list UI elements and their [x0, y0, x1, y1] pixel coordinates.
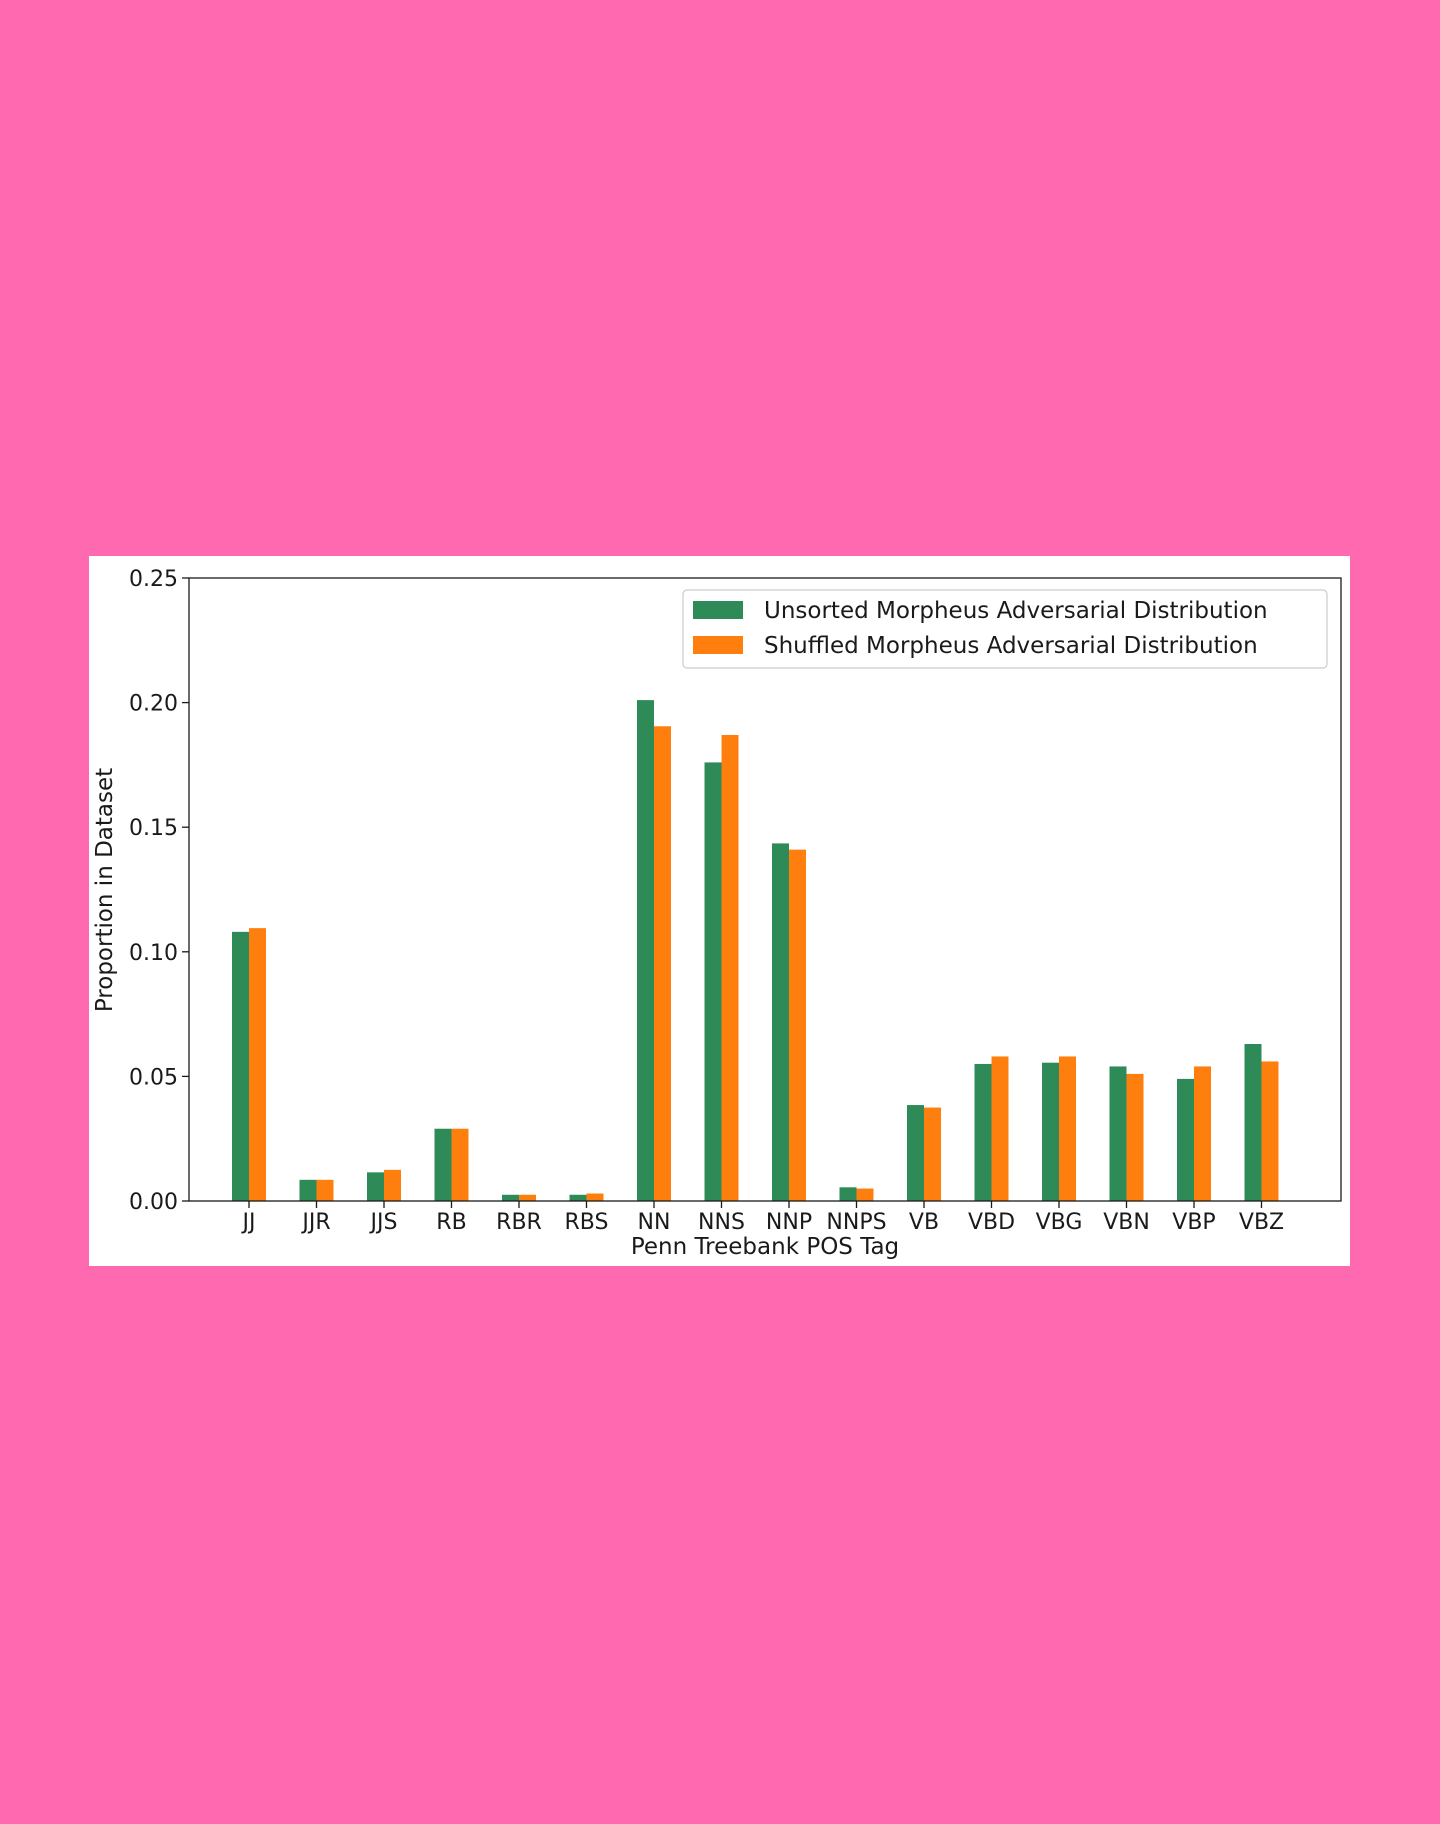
bar-shuffled-nnps	[856, 1188, 874, 1201]
bar-unsorted-vbp	[1177, 1078, 1194, 1201]
x-tick-label: JJR	[300, 1210, 330, 1235]
x-axis-label: Penn Treebank POS Tag	[631, 1234, 899, 1260]
bar-unsorted-jjs	[367, 1172, 384, 1201]
bar-shuffled-vb	[924, 1107, 941, 1201]
bar-unsorted-jjr	[299, 1179, 317, 1201]
bar-shuffled-jjr	[316, 1179, 334, 1201]
x-tick-label: VBN	[1103, 1210, 1150, 1235]
bar-shuffled-vbd	[991, 1056, 1009, 1201]
y-tick-label: 0.05	[129, 1065, 178, 1090]
bar-shuffled-nn	[654, 726, 671, 1201]
x-tick-label: RB	[436, 1210, 466, 1235]
x-tick-label: JJS	[369, 1210, 398, 1235]
bars-group	[232, 700, 1279, 1201]
bar-shuffled-vbp	[1194, 1066, 1211, 1201]
x-tick-label: RBS	[565, 1210, 609, 1235]
bar-shuffled-vbz	[1261, 1061, 1279, 1201]
plot-area-frame	[188, 577, 1342, 1202]
x-tick-label: VB	[909, 1210, 939, 1235]
bar-shuffled-nns	[721, 734, 739, 1201]
x-tick-label: VBG	[1036, 1210, 1083, 1235]
bar-shuffled-rb	[451, 1128, 469, 1201]
y-tick-label: 0.10	[129, 941, 178, 966]
bar-unsorted-rbs	[569, 1194, 587, 1201]
bar-unsorted-vbd	[974, 1063, 992, 1201]
bar-unsorted-nns	[704, 762, 722, 1201]
y-tick-label: 0.20	[129, 692, 178, 717]
legend-swatch-unsorted	[693, 601, 743, 619]
bar-unsorted-nn	[637, 700, 654, 1201]
bar-unsorted-vbg	[1042, 1062, 1059, 1201]
bar-shuffled-jjs	[384, 1169, 401, 1201]
x-tick-label: JJ	[241, 1210, 256, 1235]
x-tick-label: RBR	[496, 1210, 542, 1235]
x-tick-label: NNPS	[826, 1210, 886, 1235]
x-tick-label: VBP	[1172, 1210, 1215, 1235]
y-tick-label: 0.15	[129, 816, 178, 841]
bar-shuffled-vbn	[1126, 1073, 1144, 1201]
bar-shuffled-vbg	[1059, 1056, 1076, 1201]
x-axis-ticks: JJ JJR JJS RB RBR RBS NN NNS NNP NNPS VB VBD VBG VBN V…	[241, 1201, 1284, 1235]
legend-label-shuffled: Shuffled Morpheus Adversarial Distributi…	[764, 633, 1258, 659]
x-tick-label: NN	[638, 1210, 671, 1235]
bar-unsorted-nnps	[839, 1187, 857, 1201]
bar-unsorted-vbz	[1244, 1044, 1262, 1201]
y-tick-label: 0.00	[129, 1190, 178, 1215]
legend-box	[682, 589, 1328, 669]
bar-unsorted-jj	[232, 931, 249, 1201]
bar-shuffled-jj	[249, 928, 266, 1201]
x-tick-label: NNP	[766, 1210, 812, 1235]
bar-shuffled-nnp	[789, 849, 806, 1201]
bar-shuffled-rbs	[586, 1193, 604, 1201]
x-tick-label: VBZ	[1239, 1210, 1284, 1235]
bar-unsorted-vbn	[1109, 1066, 1127, 1201]
bar-unsorted-nnp	[772, 843, 789, 1201]
bar-shuffled-rbr	[519, 1194, 536, 1201]
figure-panel: 0.00 0.05 0.10 0.15 0.20 0.25 JJ JJR JJS RB RBR RB…	[89, 556, 1350, 1266]
bar-unsorted-rbr	[502, 1194, 519, 1201]
y-tick-label: 0.25	[129, 567, 178, 592]
bar-chart: 0.00 0.05 0.10 0.15 0.20 0.25 JJ JJR JJS RB RBR RB…	[92, 567, 1342, 1260]
legend: Unsorted Morpheus Adversarial Distributi…	[682, 589, 1328, 669]
bar-unsorted-vb	[907, 1105, 924, 1201]
x-tick-label: NNS	[698, 1210, 745, 1235]
x-tick-label: VBD	[968, 1210, 1015, 1235]
y-axis-ticks: 0.00 0.05 0.10 0.15 0.20 0.25	[129, 567, 189, 1215]
bar-unsorted-rb	[434, 1128, 452, 1201]
legend-label-unsorted: Unsorted Morpheus Adversarial Distributi…	[764, 598, 1268, 624]
legend-swatch-shuffled	[693, 636, 743, 654]
y-axis-label: Proportion in Dataset	[92, 768, 118, 1012]
